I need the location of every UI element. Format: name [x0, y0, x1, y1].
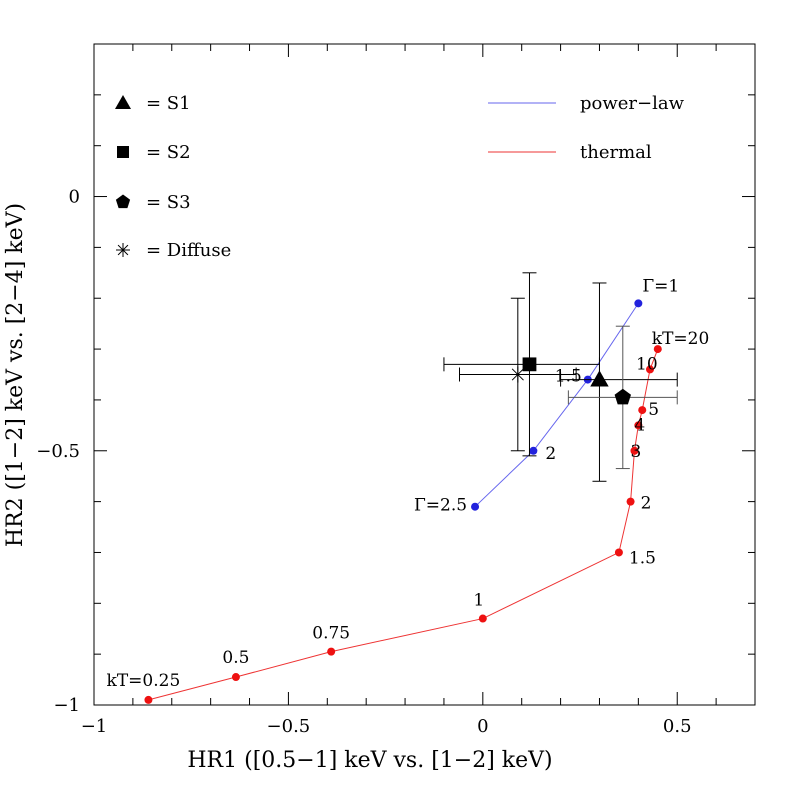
legend-symbol-label: = Diffuse — [146, 240, 231, 261]
x-axis-label: HR1 ([0.5−1] keV vs. [1−2] keV) — [187, 748, 552, 773]
tick-labels: −1 −0.5 0 0.5 −1 −0.5 0 — [36, 187, 691, 737]
source-marker-s3 — [614, 388, 631, 405]
legend-line-label: power−law — [580, 93, 685, 114]
point-label: kT=20 — [652, 329, 710, 349]
point-label: 10 — [636, 354, 658, 374]
legend-marker-triangle — [115, 95, 131, 109]
legend-line-label: thermal — [580, 142, 652, 163]
point-label: kT=0.25 — [107, 671, 181, 691]
point-label: 0.75 — [312, 624, 350, 644]
series-point — [144, 695, 153, 704]
axis-ticks — [93, 43, 756, 706]
x-tick-label: 0 — [477, 716, 488, 737]
series-line — [474, 303, 639, 508]
point-label: 1.5 — [629, 548, 656, 568]
series-point — [231, 673, 240, 682]
series-point — [614, 548, 623, 557]
point-label: 1.5 — [555, 367, 582, 387]
legend-symbol-label: = S1 — [146, 93, 191, 114]
series-point — [327, 647, 336, 656]
point-label: Γ=1 — [642, 276, 679, 296]
legend-symbol-label: = S2 — [146, 142, 191, 163]
point-label: 2 — [641, 494, 652, 514]
series-point — [529, 446, 538, 455]
series-point — [634, 299, 643, 308]
point-label: Γ=2.5 — [414, 496, 467, 516]
series-point — [630, 446, 639, 455]
point-label: 3 — [630, 442, 641, 462]
legend-marker-square — [117, 146, 129, 158]
legend-marker-asterisk — [116, 243, 130, 257]
x-tick-label: 0.5 — [663, 716, 692, 737]
x-tick-label: −1 — [81, 716, 108, 737]
series-point — [626, 497, 635, 506]
point-label: 1 — [473, 591, 484, 611]
point-label: 5 — [648, 400, 659, 420]
legend-symbol-label: = S3 — [146, 192, 191, 213]
legend: = S1 = S2 = S3 = Diffuse power−law thermal — [115, 93, 685, 261]
series-point — [646, 365, 655, 374]
y-tick-label: 0 — [69, 187, 80, 208]
source-markers — [509, 357, 631, 405]
point-label: 0.5 — [222, 648, 249, 668]
legend-marker-pentagon — [115, 194, 131, 209]
y-tick-label: −0.5 — [36, 441, 80, 462]
model-curves — [144, 299, 662, 704]
series-point — [634, 421, 643, 430]
source-marker-s1 — [590, 370, 609, 387]
series-point — [471, 502, 480, 511]
y-tick-label: −1 — [53, 695, 80, 716]
series-point — [638, 406, 647, 415]
series-point — [653, 345, 662, 354]
point-label: 4 — [634, 415, 645, 435]
plot-frame — [93, 43, 756, 706]
series-point — [478, 614, 487, 623]
asterisk-stroke — [511, 368, 524, 381]
source-marker-s2 — [522, 357, 537, 372]
y-axis-label: HR2 ([1−2] keV vs. [2−4] keV) — [3, 203, 28, 547]
point-label: 2 — [545, 444, 556, 464]
source-marker-diffuse — [509, 366, 526, 383]
asterisk-stroke — [117, 244, 129, 256]
x-tick-label: −0.5 — [267, 716, 311, 737]
model-point-labels: Γ=1 1.5 2 Γ=2.5 kT=20 10 54 3 2 1.5 1 0.75 0.5 kT=0.2… — [107, 276, 710, 691]
